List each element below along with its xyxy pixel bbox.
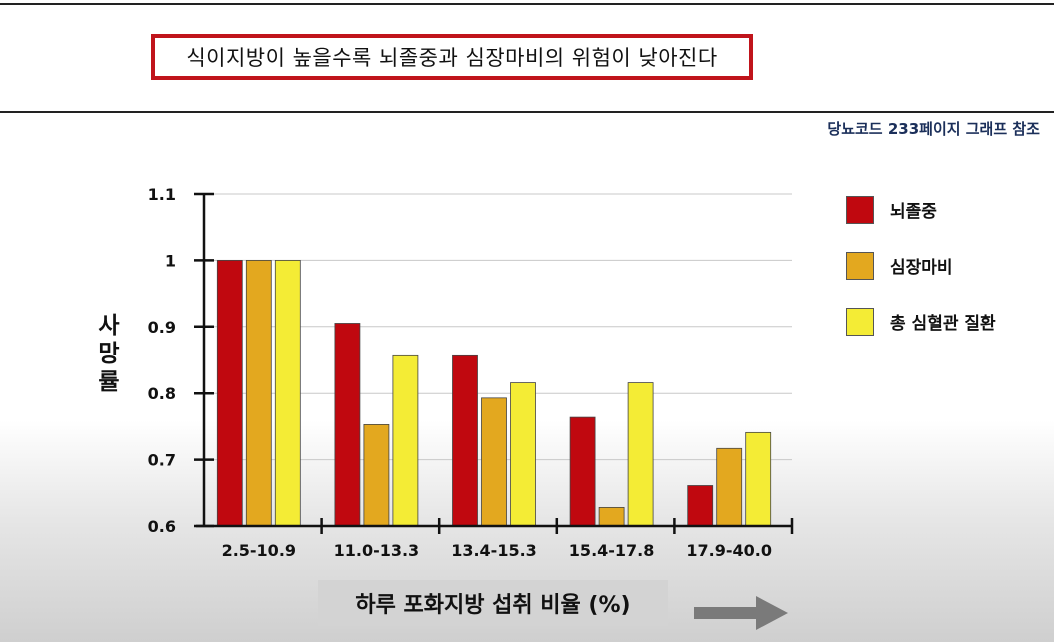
bar [216, 259, 243, 527]
legend: 뇌졸중 심장마비 총 심혈관 질환 [846, 193, 996, 361]
legend-item-heart-attack: 심장마비 [846, 249, 996, 282]
legend-label-stroke: 뇌졸중 [890, 202, 937, 222]
headline-box: 식이지방이 높을수록 뇌졸중과 심장마비의 위험이 낮아진다 [151, 34, 753, 80]
bar [627, 382, 654, 527]
x-tick-label: 15.4-17.8 [569, 541, 655, 560]
legend-label-heart-attack: 심장마비 [890, 258, 953, 278]
headline-text: 식이지방이 높을수록 뇌졸중과 심장마비의 위험이 낮아진다 [186, 46, 718, 70]
bar [245, 259, 272, 527]
axis-labels: 0.6 0.7 0.8 0.9 1 1.1 2.5-10.9 11.0-13.3 13.4-15… [148, 185, 772, 560]
bar [274, 259, 301, 527]
x-tick-label: 17.9-40.0 [686, 541, 772, 560]
y-axis-title: 사망률 [98, 313, 120, 395]
section-rule [0, 111, 1054, 113]
y-tick-label: 0.9 [148, 318, 176, 337]
bar [452, 354, 478, 527]
legend-swatch-heart-attack [846, 251, 874, 280]
right-arrow-icon [694, 596, 788, 630]
x-tick-label: 11.0-13.3 [334, 541, 420, 560]
y-tick-label: 1.1 [148, 185, 176, 204]
bar [510, 382, 536, 527]
bar [363, 424, 390, 527]
x-tick-label: 13.4-15.3 [451, 541, 537, 560]
bar-group [216, 259, 772, 527]
legend-item-total-cvd: 총 심혈관 질환 [846, 305, 996, 338]
bar [687, 485, 714, 527]
bar [392, 354, 419, 527]
source-note: 당뇨코드 233페이지 그래프 참조 [827, 120, 1040, 138]
x-axis-title: 하루 포화지방 섭취 비율 (%) [355, 593, 631, 618]
legend-swatch-total-cvd [846, 307, 874, 336]
legend-swatch-stroke [846, 195, 874, 224]
axes [194, 192, 794, 534]
x-tick-label: 2.5-10.9 [222, 541, 296, 560]
bar [745, 431, 772, 527]
bar [598, 507, 625, 527]
legend-item-stroke: 뇌졸중 [846, 193, 996, 226]
bar [481, 397, 507, 527]
y-tick-label: 0.7 [148, 451, 176, 470]
bar [569, 416, 596, 527]
y-tick-label: 0.6 [148, 517, 176, 536]
top-rule [0, 3, 1054, 5]
legend-label-total-cvd: 총 심혈관 질환 [890, 314, 996, 334]
bar [716, 447, 743, 527]
y-tick-label: 0.8 [148, 384, 176, 403]
y-tick-label: 1 [165, 251, 176, 270]
x-axis-title-box: 하루 포화지방 섭취 비율 (%) [318, 580, 668, 626]
bar [334, 323, 361, 527]
